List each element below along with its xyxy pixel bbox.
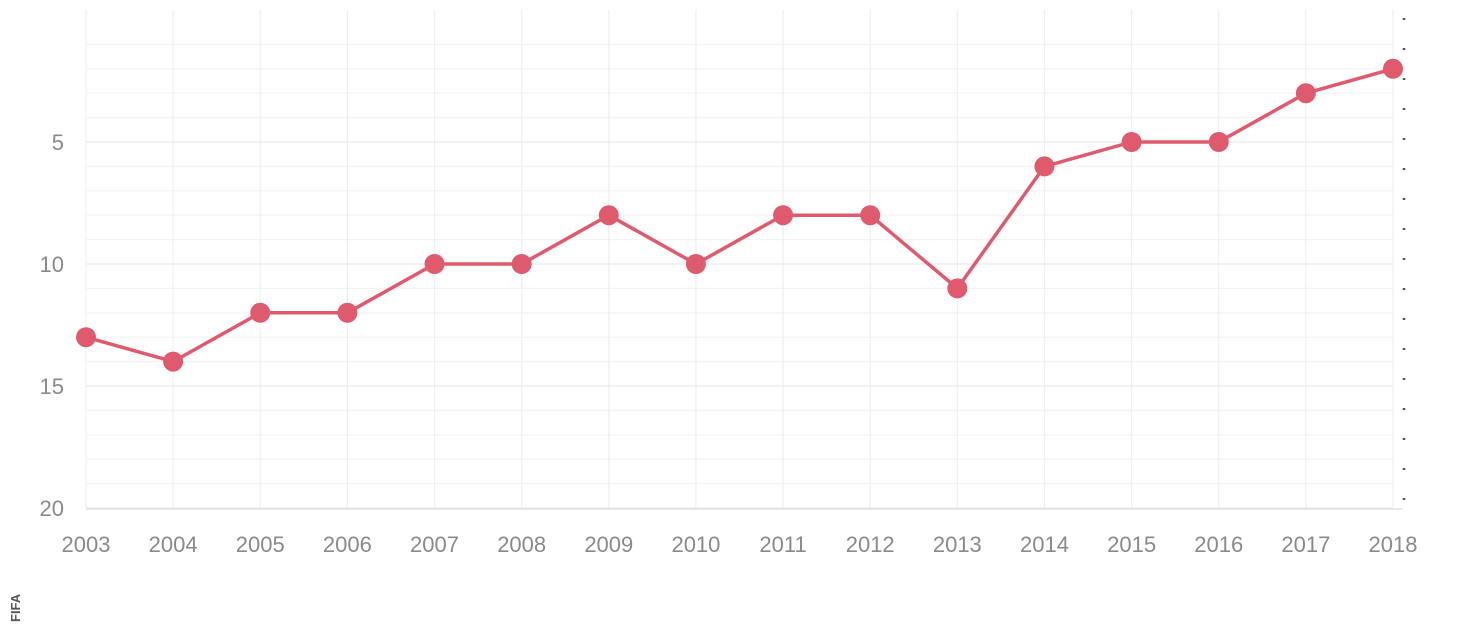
x-tick-label: 2012: [846, 532, 895, 557]
data-point-2005: [250, 302, 271, 323]
x-tick-label: 2006: [323, 532, 372, 557]
x-tick-label: 2007: [410, 532, 459, 557]
data-point-2008: [511, 254, 532, 274]
data-point-2015: [1121, 132, 1142, 152]
data-point-2010: [685, 254, 706, 274]
data-point-2016: [1208, 132, 1229, 152]
x-tick-label: 2011: [759, 532, 806, 557]
x-tick-label: 2008: [497, 532, 546, 557]
data-point-2006: [337, 302, 358, 323]
y-axis-ticks: 5 10 15 20: [40, 130, 64, 521]
x-tick-label: 2010: [671, 532, 720, 557]
data-point-2012: [860, 205, 881, 226]
x-tick-label: 2016: [1194, 532, 1243, 557]
grid: [85, 10, 1394, 509]
y-tick-label: 5: [52, 130, 64, 155]
x-tick-label: 2009: [584, 532, 633, 557]
y-tick-label: 10: [40, 252, 64, 277]
x-tick-label: 2015: [1107, 532, 1156, 557]
y-tick-label: 20: [40, 496, 64, 521]
data-point-2004: [163, 351, 184, 372]
x-tick-label: 2018: [1369, 532, 1418, 557]
data-point-2017: [1295, 83, 1316, 104]
x-tick-label: 2013: [933, 532, 982, 557]
source-label: FIFA: [8, 593, 23, 622]
data-point-2011: [773, 205, 794, 226]
data-point-2014: [1034, 156, 1055, 177]
data-point-2013: [947, 278, 968, 299]
data-point-2003: [76, 327, 96, 348]
data-point-2009: [598, 205, 619, 226]
x-axis-ticks: 2003 2004 2005 2006 2007 2008 2009 2010 2011 2012…: [62, 532, 1418, 557]
data-point-2007: [424, 254, 445, 274]
series-line: [85, 67, 1394, 364]
x-tick-label: 2005: [236, 532, 285, 557]
x-tick-label: 2014: [1020, 532, 1069, 557]
data-point-2018: [1383, 58, 1403, 79]
y-tick-label: 15: [40, 374, 64, 399]
x-tick-label: 2017: [1281, 532, 1330, 557]
x-tick-label: 2004: [149, 532, 198, 557]
x-tick-label: 2003: [62, 532, 111, 557]
data-points: [76, 58, 1403, 372]
